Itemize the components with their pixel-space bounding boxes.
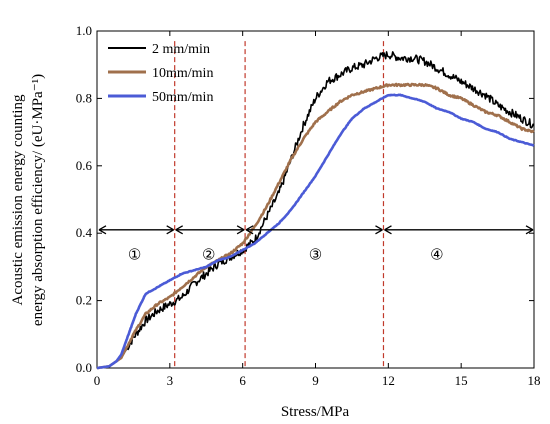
phase-label-3: ③ <box>309 247 322 263</box>
arrow-head <box>175 225 184 235</box>
arrow-head <box>166 225 175 235</box>
y-tick-label: 1.0 <box>76 23 92 38</box>
phase-label-4: ④ <box>430 247 443 263</box>
arrow-head <box>375 225 383 235</box>
x-tick-label: 18 <box>528 373 541 388</box>
phase-arrows <box>98 225 534 235</box>
x-tick-label: 6 <box>239 373 246 388</box>
x-tick-label: 12 <box>382 373 395 388</box>
y-tick-label: 0.0 <box>76 360 92 375</box>
series-line-1 <box>96 82 535 370</box>
series-lines <box>96 51 535 370</box>
arrow-head <box>384 225 392 235</box>
x-tick-label: 3 <box>167 373 174 388</box>
series-line-2 <box>96 93 535 370</box>
phase-labels: ① ② ③ ④ <box>128 247 444 263</box>
series-line-0 <box>96 51 535 369</box>
arrow-head <box>98 225 107 235</box>
y-axis-label-line1: Acoustic emission energy counting <box>10 94 26 305</box>
y-tick-label: 0.2 <box>76 293 92 308</box>
legend-entry: 2 mm/min <box>152 42 210 57</box>
legend: 2 mm/min 10mm/min 50mm/min <box>108 42 213 105</box>
arrow-head <box>525 225 534 235</box>
x-axis-label: Stress/MPa <box>281 404 350 420</box>
phase-boundaries <box>174 41 385 368</box>
y-tick-label: 0.6 <box>76 158 93 173</box>
phase-label-1: ① <box>128 247 141 263</box>
y-axis-label-line2: energy absorption efficiency/ (eU·MPa⁻¹) <box>30 74 46 326</box>
axis-ticks: 0 3 6 9 12 15 18 0.0 0.2 0.4 0.6 0.8 1.0 <box>76 23 541 388</box>
legend-entry: 10mm/min <box>152 66 213 81</box>
legend-entry: 50mm/min <box>152 90 213 105</box>
x-tick-label: 15 <box>455 373 468 388</box>
phase-label-2: ② <box>202 247 215 263</box>
y-tick-label: 0.4 <box>76 225 93 240</box>
arrow-head <box>236 225 245 235</box>
arrow-head <box>245 225 254 235</box>
x-tick-label: 9 <box>312 373 319 388</box>
y-tick-label: 0.8 <box>76 90 92 105</box>
plot-frame <box>96 30 535 369</box>
x-tick-label: 0 <box>94 373 101 388</box>
